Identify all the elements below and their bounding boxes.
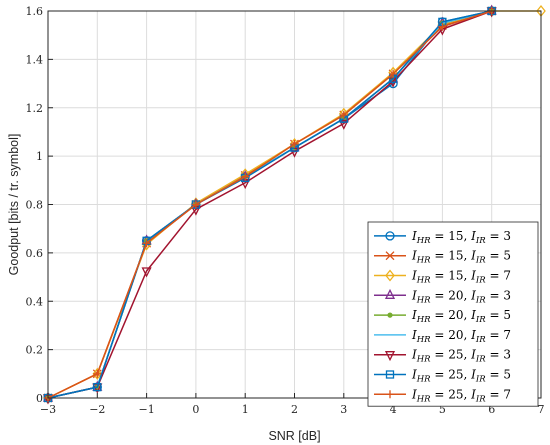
legend-label: IHR = 15, IIR = 3 <box>411 229 511 246</box>
x-tick-label: 3 <box>340 403 347 416</box>
legend-entry: IHR = 25, IIR = 3 <box>374 348 511 365</box>
marker-x <box>385 251 395 261</box>
marker-plus <box>93 369 102 378</box>
y-tick-label: 1.2 <box>26 102 44 115</box>
marker-plus <box>386 390 394 399</box>
x-tick-label: 2 <box>291 403 298 416</box>
x-tick-label: 6 <box>488 403 495 416</box>
legend-entry: IHR = 25, IIR = 7 <box>374 387 511 404</box>
marker-triangle-down <box>338 119 349 130</box>
marker-plus <box>191 200 200 209</box>
legend-entry: IHR = 15, IIR = 3 <box>374 229 511 246</box>
y-tick-label: 0.4 <box>26 295 44 308</box>
marker-plus <box>290 140 299 149</box>
marker-triangle <box>384 288 396 299</box>
legend-label: IHR = 25, IIR = 3 <box>411 348 511 365</box>
x-tick-label: 0 <box>192 403 199 416</box>
marker-plus <box>389 69 398 78</box>
y-tick-label: 0 <box>36 392 43 405</box>
marker-triangle-down <box>384 351 396 362</box>
marker-square <box>93 382 102 392</box>
series-line <box>42 7 497 405</box>
x-tick-label: 7 <box>538 403 545 416</box>
x-tick-label: 5 <box>439 403 446 416</box>
x-axis-label: SNR [dB] <box>268 429 320 443</box>
x-tick-label: −2 <box>89 403 105 416</box>
y-tick-label: 0.6 <box>26 247 44 260</box>
legend-entry: IHR = 20, IIR = 3 <box>374 288 511 305</box>
legend-label: IHR = 25, IIR = 5 <box>411 368 511 385</box>
series-path <box>47 10 492 399</box>
marker-plus <box>438 22 447 31</box>
marker-dot <box>387 312 393 318</box>
legend-label: IHR = 20, IIR = 3 <box>411 288 511 305</box>
y-axis-label: Goodput [bits / tr. symbol] <box>7 134 21 276</box>
legend-label: IHR = 20, IIR = 5 <box>411 308 511 325</box>
legend-label: IHR = 15, IIR = 5 <box>411 249 511 266</box>
x-tick-label: 1 <box>242 403 249 416</box>
legend: IHR = 15, IIR = 3 IHR = 15, IIR = 5 IHR = … <box>367 221 539 407</box>
marker-circle <box>385 231 395 241</box>
marker-square <box>385 370 395 379</box>
legend-box <box>367 221 539 407</box>
legend-entry: IHR = 25, IIR = 5 <box>374 368 511 385</box>
y-tick-label: 0.2 <box>26 344 44 357</box>
marker-diamond <box>385 269 395 282</box>
y-tick-label: 1.6 <box>26 5 44 18</box>
y-tick-label: 0.8 <box>26 199 44 212</box>
marker-plus <box>339 111 348 120</box>
legend-label: IHR = 20, IIR = 7 <box>411 328 511 345</box>
series-path <box>47 10 492 399</box>
marker-plus <box>241 172 250 181</box>
legend-entry: IHR = 20, IIR = 5 <box>374 308 511 325</box>
y-tick-label: 1.4 <box>26 53 44 66</box>
y-tick-label: 1 <box>36 150 43 163</box>
x-tick-label: −1 <box>138 403 154 416</box>
marker-triangle-down <box>141 267 152 278</box>
legend-entry: IHR = 15, IIR = 7 <box>374 269 511 286</box>
x-tick-label: −3 <box>40 403 56 416</box>
marker-diamond <box>92 367 103 380</box>
legend-label: IHR = 15, IIR = 7 <box>411 269 511 286</box>
marker-plus <box>142 239 151 248</box>
tick-labels: −3 −2 −1 0 1 2 3 4 5 6 7 0 0.2 0.4 0.6 0.8 1 1.2 1.4 1.6 <box>26 5 545 416</box>
x-tick-label: 4 <box>390 403 397 416</box>
legend-entry: IHR = 20, IIR = 7 <box>374 328 511 345</box>
series-group <box>42 4 546 405</box>
legend-label: IHR = 25, IIR = 7 <box>411 387 511 404</box>
legend-entry: IHR = 15, IIR = 5 <box>374 249 511 266</box>
